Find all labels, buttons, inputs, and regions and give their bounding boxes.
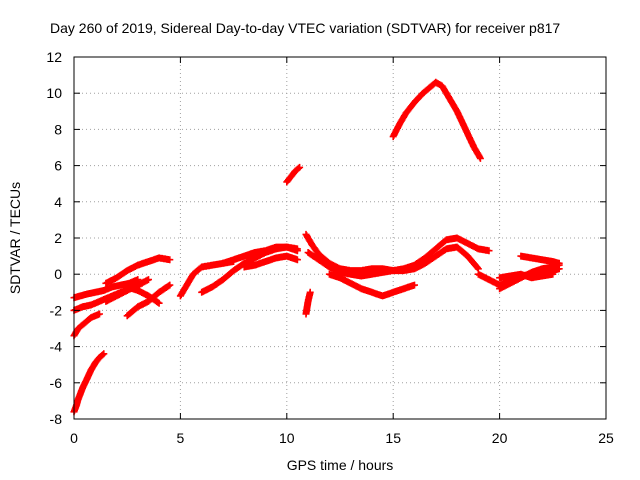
data-point-markers	[123, 283, 163, 307]
data-point-markers	[517, 252, 563, 267]
grid	[74, 57, 606, 419]
data-points	[70, 78, 563, 416]
x-axis-label: GPS time / hours	[287, 457, 394, 473]
y-tick-label: 2	[54, 230, 62, 246]
y-tick-label: 8	[54, 121, 62, 137]
data-series	[325, 270, 418, 300]
data-series	[123, 283, 163, 307]
y-tick-label: 6	[54, 158, 62, 174]
y-axis-label: SDTVAR / TECUs	[7, 182, 23, 294]
data-series	[70, 310, 103, 340]
y-tick-label: 4	[54, 194, 62, 210]
data-point-markers	[302, 288, 314, 318]
data-series	[496, 270, 557, 282]
y-tick-label: 0	[54, 266, 62, 282]
data-series	[102, 254, 174, 287]
y-tick-label: -2	[50, 302, 63, 318]
data-point-markers	[219, 243, 301, 267]
data-point-markers	[496, 270, 557, 282]
x-tick-label: 25	[598, 430, 614, 446]
y-tick-label: 10	[46, 85, 62, 101]
x-tick-label: 5	[177, 430, 185, 446]
y-tick-label: -8	[50, 411, 63, 427]
data-point-markers	[325, 270, 418, 300]
data-point-markers	[304, 243, 482, 280]
chart-title: Day 260 of 2019, Sidereal Day-to-day VTE…	[50, 20, 560, 36]
data-series	[240, 252, 301, 271]
x-tick-label: 20	[492, 430, 508, 446]
data-point-markers	[283, 163, 304, 186]
axis-ticks: 0 5 10 15 20 25 -8 -6 -4 -2 0 2 4 6 8 10 12	[46, 49, 614, 446]
data-series	[304, 243, 482, 280]
data-point-markers	[70, 310, 103, 340]
x-tick-label: 0	[70, 430, 78, 446]
data-series	[517, 252, 563, 267]
data-point-markers	[240, 252, 301, 271]
y-tick-label: -6	[50, 375, 63, 391]
data-point-markers	[102, 254, 174, 287]
data-series	[302, 288, 314, 318]
y-tick-label: -4	[50, 339, 63, 355]
y-tick-label: 12	[46, 49, 62, 65]
x-tick-label: 15	[385, 430, 401, 446]
data-series	[389, 78, 484, 162]
x-tick-label: 10	[279, 430, 295, 446]
data-series	[283, 163, 304, 186]
data-series	[219, 243, 301, 267]
data-point-markers	[389, 78, 484, 162]
